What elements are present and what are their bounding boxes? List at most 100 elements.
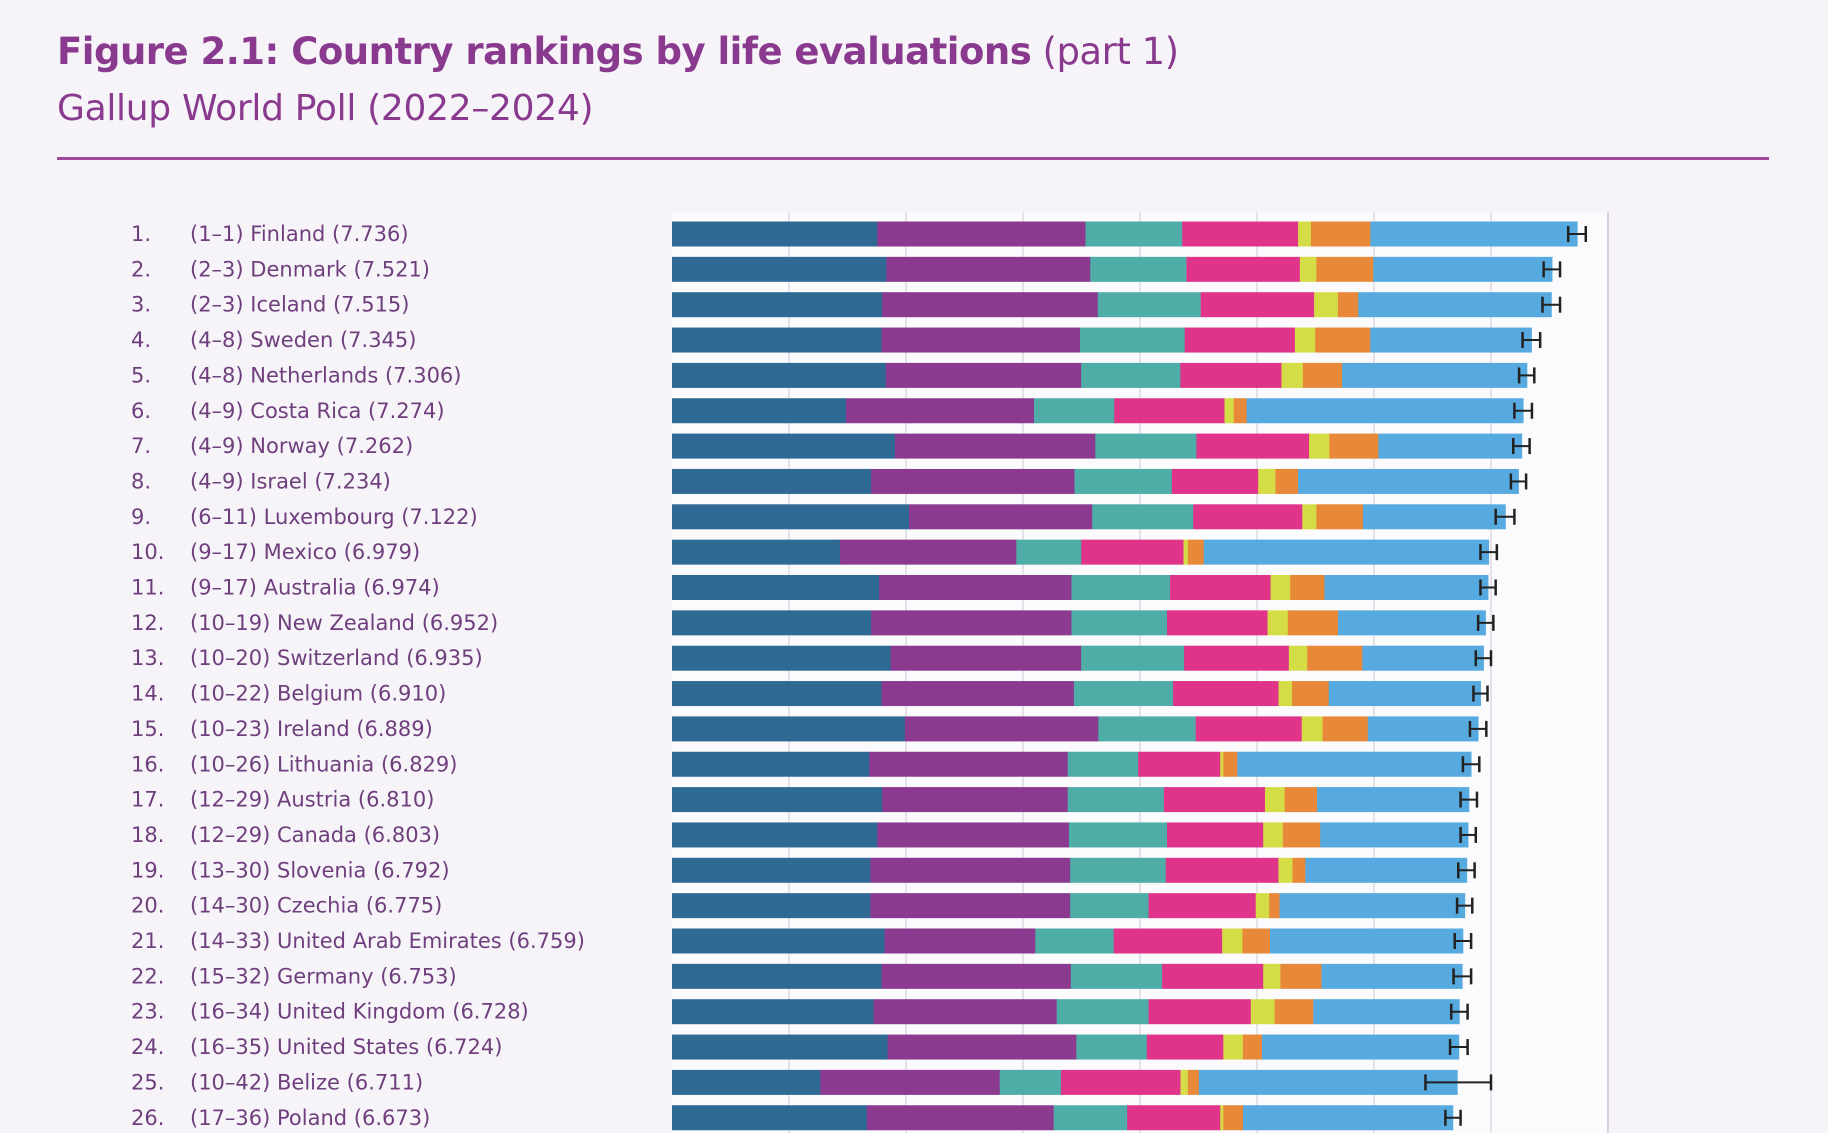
rank-range: (10–20) [190, 646, 277, 670]
bar-segment [1146, 1034, 1224, 1060]
bar-segment [845, 398, 1035, 424]
rank-range: (15–32) [190, 964, 277, 988]
rank-label: 12. [131, 611, 164, 635]
bar-segment [672, 1069, 821, 1095]
bar-segment [1250, 999, 1276, 1025]
country-label: (9–17) Mexico (6.979) [190, 540, 420, 564]
bar-segment [999, 1069, 1062, 1095]
score-value: (6.952) [422, 611, 499, 635]
bar-segment [869, 751, 1069, 777]
rank-range: (10–19) [190, 611, 277, 635]
bar-segment [1242, 1105, 1454, 1131]
bar-segment [672, 398, 847, 424]
country-label: (4–8) Netherlands (7.306) [190, 363, 462, 387]
country-label: (4–9) Israel (7.234) [190, 469, 391, 493]
bar-segment [873, 999, 1058, 1025]
score-value: (7.521) [354, 257, 431, 281]
rank-range: (6–11) [190, 505, 264, 529]
bar-segment [1362, 504, 1506, 530]
country-name: Denmark [250, 257, 353, 281]
bar-segment [1316, 504, 1364, 530]
rank-range: (13–30) [190, 858, 277, 882]
bar-segment [1195, 716, 1303, 742]
bar-segment [1275, 468, 1299, 494]
bar-segment [904, 716, 1099, 742]
bar-segment [672, 433, 896, 459]
score-value: (7.274) [368, 399, 445, 423]
bar-segment [1310, 221, 1371, 247]
bar-segment [1071, 575, 1171, 600]
rank-range: (2–3) [190, 257, 250, 281]
bar-segment [1196, 433, 1310, 459]
bar-segment [1193, 504, 1303, 530]
country-label: (15–32) Germany (6.753) [190, 964, 457, 988]
bar-segment [1320, 822, 1469, 848]
bar-segment [1081, 362, 1181, 388]
bar-segment [672, 1105, 868, 1131]
bar-segment [1148, 999, 1252, 1025]
score-value: (7.262) [337, 434, 414, 458]
bar-segment [1302, 504, 1317, 530]
bar-segment [1337, 610, 1486, 636]
bar-segment [895, 433, 1096, 459]
country-label: (4–9) Costa Rica (7.274) [190, 399, 445, 423]
bar-segment [881, 963, 1072, 989]
bar-segment [820, 1069, 1001, 1095]
score-value: (6.974) [363, 576, 440, 600]
bar-segment [1053, 1105, 1128, 1131]
bar-segment [886, 256, 1091, 282]
bar-segment [1337, 292, 1359, 318]
bar-segment [1362, 645, 1484, 671]
bar-segment [1317, 787, 1470, 813]
bar-segment [1316, 256, 1374, 282]
bar-segment [1242, 928, 1271, 954]
bar-segment [1242, 1034, 1263, 1060]
chart-subtitle: Gallup World Poll (2022–2024) [57, 88, 594, 129]
bar-segment [672, 256, 887, 282]
country-label: (10–19) New Zealand (6.952) [190, 611, 498, 635]
bar-segment [1068, 822, 1168, 848]
bar-segment [1342, 362, 1528, 388]
bar-segment [1220, 1105, 1224, 1131]
country-name: Australia [264, 576, 364, 600]
bar-segment [870, 893, 1071, 919]
bar-segment [1198, 1069, 1458, 1095]
rank-range: (14–33) [190, 929, 277, 953]
bar-segment [1071, 610, 1168, 636]
bar-segment [1269, 893, 1281, 919]
bar-segment [1081, 645, 1185, 671]
rank-label: 17. [131, 788, 164, 812]
bar-segment [884, 928, 1036, 954]
rank-range: (12–29) [190, 823, 277, 847]
bar-segment [1186, 256, 1301, 282]
bar-segment [1074, 468, 1173, 494]
bar-segment [871, 468, 1075, 494]
bar-segment [672, 645, 892, 671]
bar-segment [1270, 575, 1291, 600]
bar-segment [1263, 822, 1284, 848]
country-name: Germany [277, 964, 380, 988]
country-name: Belize [277, 1070, 347, 1094]
rank-label: 20. [131, 894, 164, 918]
country-label: (14–30) Czechia (6.775) [190, 894, 442, 918]
bar-segment [1299, 256, 1317, 282]
bar-segment [1127, 1105, 1221, 1131]
rank-range: (10–22) [190, 682, 277, 706]
country-name: Ireland [277, 717, 356, 741]
score-value: (6.889) [356, 717, 433, 741]
rank-label: 22. [131, 964, 164, 988]
rank-label: 5. [131, 363, 151, 387]
bar-segment [672, 221, 878, 247]
country-name: Netherlands [250, 363, 385, 387]
score-value: (7.515) [333, 293, 410, 317]
bar-segment [1328, 681, 1481, 707]
bar-segment [1081, 539, 1185, 565]
rank-label: 18. [131, 823, 164, 847]
rank-label: 1. [131, 222, 151, 246]
bar-segment [672, 539, 841, 565]
bar-segment [881, 681, 1075, 707]
bar-segment [1180, 362, 1282, 388]
rank-range: (10–23) [190, 717, 277, 741]
bar-segment [885, 362, 1082, 388]
